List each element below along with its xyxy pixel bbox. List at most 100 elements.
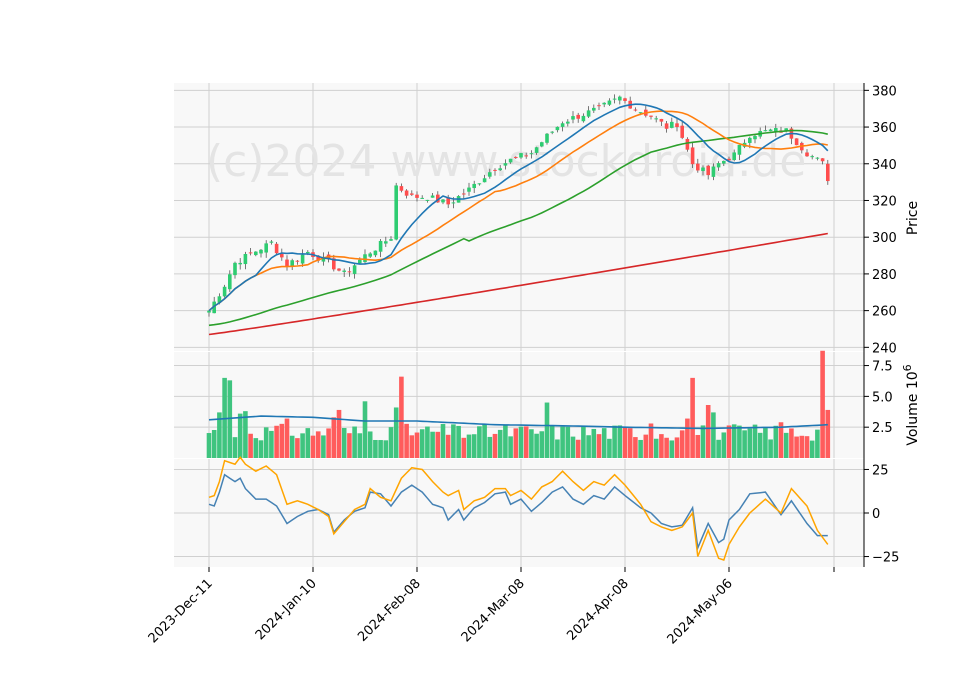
volume-bar bbox=[700, 425, 706, 458]
volume-bar bbox=[549, 425, 555, 458]
price-y-tick-label: 340 bbox=[872, 158, 897, 173]
candle-up bbox=[269, 241, 274, 243]
candle-up bbox=[378, 240, 383, 252]
candle-down bbox=[685, 138, 690, 150]
volume-bar bbox=[737, 425, 742, 458]
volume-bar bbox=[648, 423, 654, 458]
candle-up bbox=[571, 116, 575, 120]
candle-up bbox=[566, 121, 570, 124]
candle-up bbox=[425, 199, 430, 201]
x-tick-label: 2024-Feb-08 bbox=[355, 576, 424, 645]
x-tick-label: 2024-May-06 bbox=[665, 576, 736, 647]
candle-up bbox=[529, 153, 534, 155]
volume-bar bbox=[362, 401, 368, 458]
candle-down bbox=[274, 243, 279, 254]
volume-bar bbox=[752, 424, 758, 458]
volume-bar bbox=[435, 431, 441, 458]
volume-bar bbox=[388, 427, 394, 458]
candle-up bbox=[430, 195, 435, 198]
volume-bar bbox=[570, 436, 576, 458]
volume-y-tick-label: 5.0 bbox=[872, 390, 893, 405]
volume-bar bbox=[258, 440, 264, 458]
candle-down bbox=[690, 147, 695, 165]
volume-bar bbox=[581, 426, 586, 458]
candle-up bbox=[238, 262, 242, 265]
volume-bar bbox=[726, 425, 732, 458]
candle-down bbox=[680, 125, 684, 138]
volume-bar bbox=[633, 437, 638, 458]
candle-down bbox=[285, 259, 289, 267]
candle-down bbox=[805, 152, 809, 157]
volume-y-tick-label: 7.5 bbox=[872, 360, 893, 375]
volume-bar bbox=[404, 423, 409, 458]
volume-bar bbox=[451, 424, 456, 458]
volume-bar bbox=[815, 429, 820, 458]
volume-bar bbox=[279, 423, 285, 458]
volume-bar bbox=[430, 431, 435, 458]
ma-long-line bbox=[208, 232, 828, 336]
volume-bar bbox=[763, 428, 768, 458]
volume-bar bbox=[560, 426, 565, 458]
volume-bar bbox=[513, 428, 519, 458]
candle-down bbox=[347, 271, 352, 273]
volume-bar bbox=[248, 433, 253, 458]
candle-up bbox=[300, 254, 305, 264]
candle-up bbox=[815, 157, 820, 159]
candle-down bbox=[696, 163, 700, 171]
price-panel bbox=[207, 94, 830, 336]
volume-bar bbox=[757, 432, 763, 458]
volume-panel bbox=[206, 350, 831, 458]
volume-bar bbox=[237, 413, 243, 458]
volume-bar bbox=[482, 423, 487, 458]
volume-bar bbox=[347, 433, 352, 458]
volume-bar bbox=[612, 425, 617, 458]
candle-up bbox=[451, 202, 456, 204]
volume-bar bbox=[555, 439, 560, 458]
volume-bar bbox=[731, 424, 737, 458]
candle-up bbox=[555, 126, 560, 131]
ma-slow-line bbox=[208, 129, 828, 327]
volume-y-tick-label: 2.5 bbox=[872, 421, 893, 436]
candle-up bbox=[477, 183, 482, 185]
volume-bar bbox=[825, 409, 831, 458]
candle-up bbox=[488, 172, 492, 177]
candle-up bbox=[638, 112, 643, 114]
volume-bar bbox=[653, 438, 659, 458]
volume-ma-line bbox=[208, 415, 828, 430]
volume-bar bbox=[747, 428, 753, 458]
volume-bar bbox=[591, 428, 597, 458]
candle-down bbox=[332, 258, 336, 270]
oscillator-y-tick-label: 25 bbox=[872, 463, 889, 478]
candle-up bbox=[784, 128, 788, 132]
candle-up bbox=[498, 168, 502, 171]
volume-bar bbox=[295, 438, 300, 458]
candle-down bbox=[633, 109, 638, 111]
volume-bar bbox=[503, 425, 508, 458]
candle-up bbox=[217, 296, 222, 303]
volume-bar bbox=[664, 437, 669, 458]
candle-up bbox=[373, 250, 378, 256]
volume-bar bbox=[529, 429, 534, 458]
volume-bar bbox=[315, 431, 321, 458]
candle-up bbox=[363, 254, 367, 263]
volume-bar bbox=[674, 437, 680, 458]
volume-bar bbox=[627, 428, 633, 458]
price-y-tick-label: 240 bbox=[872, 341, 897, 356]
volume-bar bbox=[414, 432, 420, 458]
volume-bar bbox=[659, 434, 664, 458]
volume-bar bbox=[471, 434, 477, 458]
candle-up bbox=[654, 118, 658, 120]
volume-bar bbox=[466, 434, 472, 458]
volume-bar bbox=[341, 427, 347, 458]
candle-down bbox=[820, 158, 825, 162]
candle-up bbox=[228, 274, 232, 290]
candle-up bbox=[618, 96, 622, 101]
volume-bar bbox=[492, 433, 498, 458]
volume-bar bbox=[331, 417, 337, 458]
price-y-tick-label: 260 bbox=[872, 305, 897, 320]
candle-down bbox=[248, 252, 253, 254]
candle-up bbox=[384, 241, 388, 244]
candle-up bbox=[233, 262, 237, 276]
volume-bar bbox=[310, 435, 316, 458]
volume-bar bbox=[378, 440, 383, 458]
